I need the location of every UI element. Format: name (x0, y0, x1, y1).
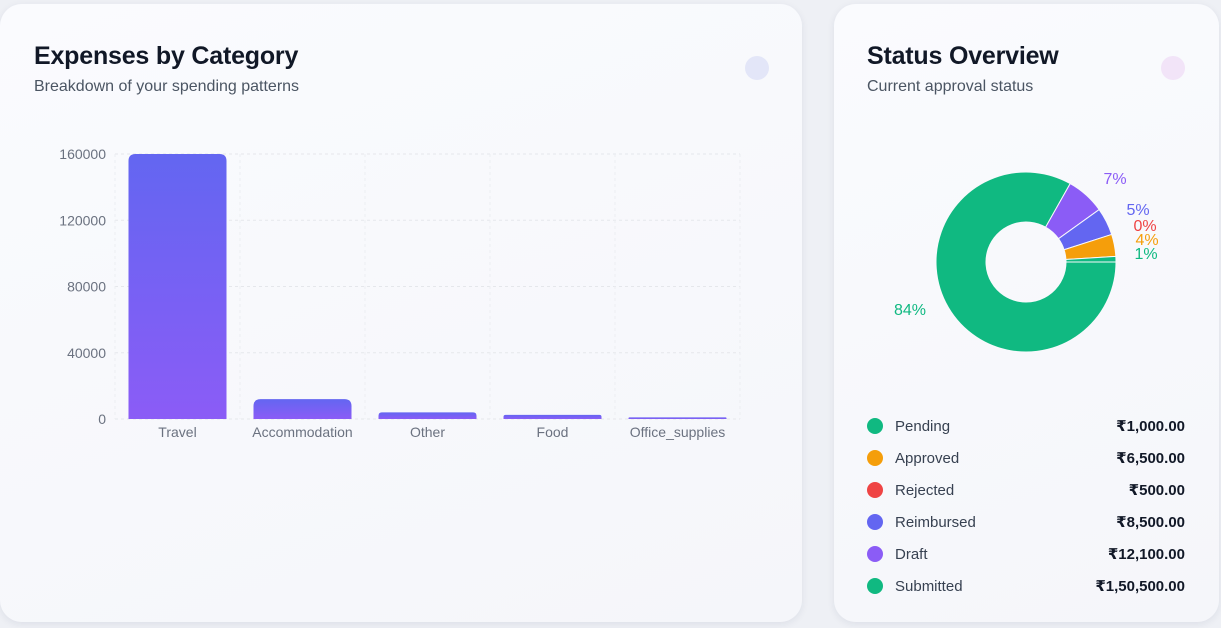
y-tick-label: 0 (98, 411, 106, 427)
expenses-bar-chart: 0 40000 80000 120000 160000 Travel Accommodat… (59, 146, 741, 440)
legend-label: Approved (895, 449, 960, 467)
legend-item-draft[interactable]: Draft ₹12,100.00 (867, 538, 1185, 570)
legend-label: Rejected (895, 481, 955, 499)
bar-other[interactable] (378, 412, 477, 419)
legend-swatch (867, 578, 883, 594)
donut-slice-pending[interactable] (1065, 255, 1117, 263)
legend-item-pending[interactable]: Pending ₹1,000.00 (867, 410, 1185, 442)
legend-swatch (867, 482, 883, 498)
donut-label-rejected: 0% (1133, 218, 1156, 235)
legend-label: Submitted (895, 577, 963, 595)
x-tick-label: Food (537, 424, 569, 440)
status-donut-chart: 84% 7%5%0%4%1% (894, 171, 1159, 353)
x-tick-label: Accommodation (252, 424, 352, 440)
status-card-title: Status Overview (867, 42, 1059, 70)
legend-value: ₹1,50,500.00 (1095, 578, 1185, 595)
expenses-card-title: Expenses by Category (34, 42, 299, 70)
bar-food[interactable] (503, 414, 602, 419)
legend-item-submitted[interactable]: Submitted ₹1,50,500.00 (867, 570, 1185, 602)
donut-slice-submitted[interactable] (935, 171, 1117, 353)
legend-swatch (867, 418, 883, 434)
legend-label: Pending (895, 417, 951, 435)
status-card-subtitle: Current approval status (867, 78, 1034, 95)
bar-office_supplies[interactable] (628, 417, 727, 419)
y-tick-label: 160000 (59, 146, 106, 162)
donut-label-submitted: 84% (894, 302, 926, 319)
legend-value: ₹500.00 (1128, 482, 1185, 499)
legend-swatch (867, 546, 883, 562)
status-legend: Pending ₹1,000.00 Approved ₹6,500.00 Rejecte… (867, 410, 1185, 602)
y-tick-label: 40000 (67, 345, 106, 361)
bar-travel[interactable] (128, 154, 227, 419)
status-decoration-dot (1161, 56, 1185, 80)
legend-item-rejected[interactable]: Rejected ₹500.00 (867, 474, 1185, 506)
donut-label-reimbursed: 5% (1126, 202, 1149, 219)
donut-label-approved: 4% (1135, 232, 1158, 249)
x-tick-label: Travel (158, 424, 196, 440)
legend-item-reimbursed[interactable]: Reimbursed ₹8,500.00 (867, 506, 1185, 538)
legend-swatch (867, 450, 883, 466)
bar-accommodation[interactable] (253, 399, 352, 419)
donut-label-pending: 1% (1134, 246, 1157, 263)
expenses-card: Expenses by Category Breakdown of your s… (0, 4, 802, 622)
legend-value: ₹1,000.00 (1116, 418, 1185, 435)
x-tick-label: Office_supplies (630, 424, 725, 440)
legend-label: Draft (895, 545, 928, 563)
expenses-card-subtitle: Breakdown of your spending patterns (34, 78, 300, 95)
legend-value: ₹6,500.00 (1116, 450, 1185, 467)
legend-swatch (867, 514, 883, 530)
legend-value: ₹12,100.00 (1107, 546, 1185, 563)
y-tick-label: 120000 (59, 212, 106, 228)
donut-label-draft: 7% (1103, 171, 1126, 188)
y-tick-label: 80000 (67, 279, 106, 295)
status-card: Status Overview Current approval status … (834, 4, 1219, 622)
legend-value: ₹8,500.00 (1116, 514, 1185, 531)
expenses-decoration-dot (745, 56, 769, 80)
x-tick-label: Other (410, 424, 445, 440)
legend-item-approved[interactable]: Approved ₹6,500.00 (867, 442, 1185, 474)
legend-label: Reimbursed (895, 513, 976, 531)
